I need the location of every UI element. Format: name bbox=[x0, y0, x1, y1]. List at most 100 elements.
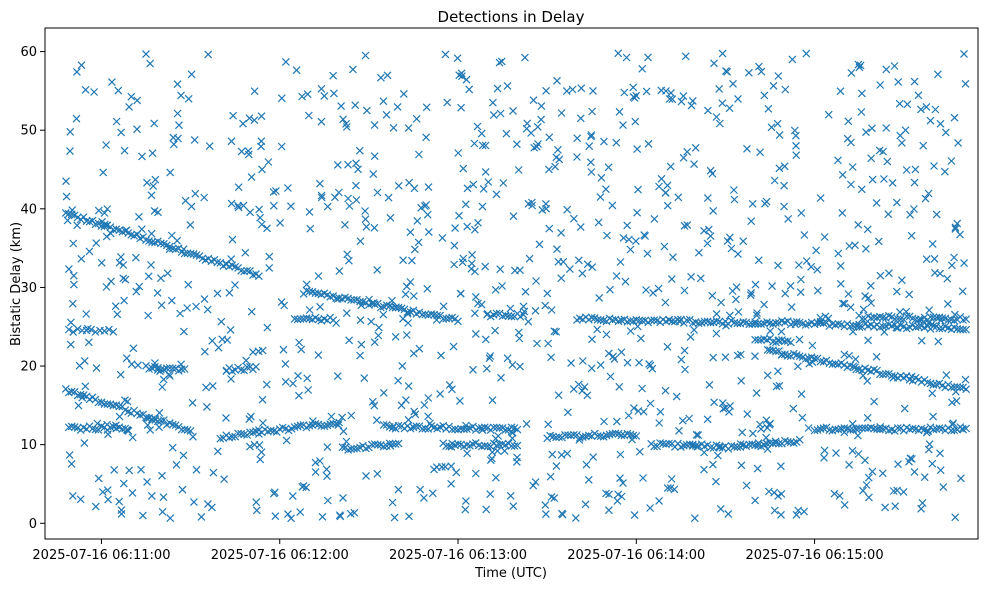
data-point bbox=[744, 68, 753, 77]
data-point bbox=[370, 338, 379, 347]
data-point bbox=[575, 436, 584, 444]
data-point bbox=[144, 272, 153, 281]
data-point bbox=[115, 497, 124, 506]
data-point bbox=[281, 377, 290, 386]
data-point bbox=[151, 175, 160, 184]
data-point bbox=[767, 123, 776, 132]
data-point bbox=[934, 337, 943, 346]
data-point bbox=[623, 221, 632, 230]
data-point bbox=[804, 424, 813, 432]
data-point bbox=[666, 162, 675, 171]
data-point bbox=[116, 370, 125, 379]
data-point bbox=[542, 86, 551, 95]
data-point bbox=[754, 256, 763, 265]
data-point bbox=[796, 288, 805, 297]
data-point bbox=[184, 94, 193, 103]
y-tick-label: 60 bbox=[20, 45, 37, 60]
data-point bbox=[379, 420, 388, 429]
data-point bbox=[789, 404, 798, 413]
data-point bbox=[943, 299, 952, 308]
data-point bbox=[156, 239, 165, 248]
data-point bbox=[452, 468, 461, 477]
data-point bbox=[317, 193, 326, 202]
data-point bbox=[633, 145, 642, 154]
data-point bbox=[840, 299, 849, 308]
data-point bbox=[747, 288, 756, 297]
data-point bbox=[317, 117, 326, 126]
data-point bbox=[491, 285, 500, 294]
data-point bbox=[524, 199, 533, 208]
data-point bbox=[924, 445, 933, 454]
data-point bbox=[950, 113, 959, 122]
data-point bbox=[763, 423, 772, 432]
data-point bbox=[342, 309, 351, 318]
data-point bbox=[256, 455, 265, 464]
data-point bbox=[304, 386, 313, 394]
data-point bbox=[655, 419, 664, 427]
data-point bbox=[229, 111, 238, 120]
data-point bbox=[481, 335, 490, 344]
data-point bbox=[870, 397, 879, 406]
data-point bbox=[754, 62, 763, 71]
data-point bbox=[283, 184, 292, 192]
data-point bbox=[553, 245, 561, 254]
data-point bbox=[751, 335, 760, 344]
data-point bbox=[706, 318, 715, 327]
data-point bbox=[894, 77, 903, 86]
data-point bbox=[411, 410, 420, 419]
data-point bbox=[482, 505, 491, 514]
data-point bbox=[338, 443, 347, 452]
data-point bbox=[922, 255, 931, 264]
data-point bbox=[69, 271, 78, 280]
data-point bbox=[334, 421, 343, 430]
data-point bbox=[635, 447, 644, 456]
data-point bbox=[656, 439, 665, 447]
data-point bbox=[694, 319, 703, 328]
data-point bbox=[694, 248, 703, 257]
data-point bbox=[716, 504, 725, 513]
data-point bbox=[859, 486, 867, 495]
data-point bbox=[470, 309, 479, 318]
data-point bbox=[79, 213, 88, 222]
data-point bbox=[919, 317, 928, 326]
data-point bbox=[917, 336, 926, 345]
data-point bbox=[68, 491, 77, 500]
data-point bbox=[726, 401, 735, 410]
data-point bbox=[412, 114, 421, 123]
data-point bbox=[335, 418, 344, 427]
data-point bbox=[522, 124, 531, 133]
data-point bbox=[257, 137, 266, 146]
data-point bbox=[948, 398, 956, 407]
data-point bbox=[461, 497, 470, 506]
data-point bbox=[551, 162, 560, 171]
data-point bbox=[202, 383, 210, 392]
data-point bbox=[753, 464, 762, 473]
data-point bbox=[320, 422, 329, 431]
data-point bbox=[144, 311, 153, 320]
data-point bbox=[703, 415, 712, 424]
data-point bbox=[203, 305, 212, 314]
data-point bbox=[399, 256, 408, 265]
data-point bbox=[146, 425, 155, 434]
data-point bbox=[659, 439, 667, 448]
data-point bbox=[686, 332, 695, 341]
data-point bbox=[192, 465, 201, 474]
data-point bbox=[737, 461, 746, 470]
data-point bbox=[932, 210, 941, 219]
data-point bbox=[646, 399, 655, 408]
data-point bbox=[424, 412, 433, 421]
data-point bbox=[600, 417, 608, 426]
data-point bbox=[555, 155, 564, 164]
data-point bbox=[281, 57, 290, 66]
data-point bbox=[200, 193, 209, 202]
data-point bbox=[730, 195, 739, 204]
data-point bbox=[696, 274, 705, 283]
data-point bbox=[537, 102, 546, 111]
data-point bbox=[764, 487, 773, 496]
data-point bbox=[437, 351, 445, 360]
y-tick-label: 10 bbox=[20, 438, 37, 453]
data-point bbox=[66, 147, 74, 156]
data-point bbox=[98, 488, 107, 496]
data-point bbox=[771, 437, 780, 446]
plot-frame bbox=[44, 27, 979, 540]
